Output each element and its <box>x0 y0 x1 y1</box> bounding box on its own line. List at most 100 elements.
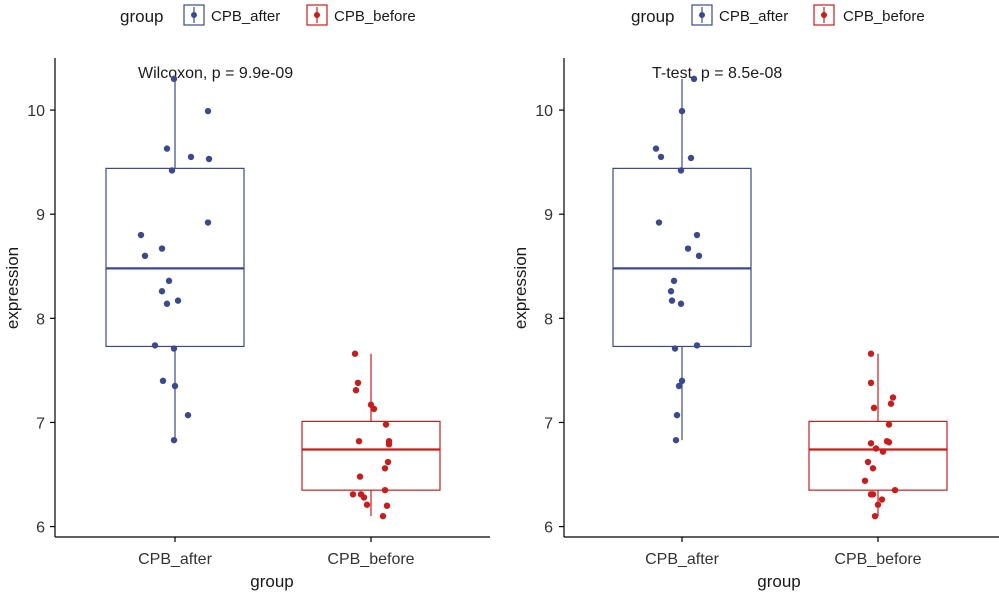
data-point <box>678 107 686 115</box>
legend-label-before: CPB_before <box>843 8 925 25</box>
data-point <box>684 245 692 252</box>
legend-label-after: CPB_after <box>719 8 788 25</box>
data-point <box>673 411 681 419</box>
y-tick-label: 6 <box>36 520 45 537</box>
data-point <box>158 245 166 252</box>
data-point <box>355 438 363 445</box>
data-point <box>657 153 665 161</box>
data-point <box>690 75 698 83</box>
y-tick-label: 6 <box>544 520 553 537</box>
data-point <box>158 288 166 295</box>
legend-key-before <box>306 4 328 26</box>
data-point <box>887 400 895 407</box>
data-point <box>352 386 360 394</box>
plot-area-right: 6 7 8 9 10 CPB_after CPB_before <box>535 58 999 568</box>
y-tick-label: 8 <box>544 311 553 328</box>
x-tick-label: CPB_after <box>645 551 719 568</box>
data-point <box>695 252 703 260</box>
data-point <box>693 342 701 349</box>
data-point <box>168 167 176 174</box>
data-point <box>205 155 213 163</box>
data-point <box>667 288 675 295</box>
data-point <box>171 382 179 390</box>
data-point <box>891 486 899 494</box>
data-point <box>885 421 893 428</box>
y-tick-label: 9 <box>36 207 45 224</box>
data-point <box>668 297 676 304</box>
data-point <box>354 379 362 387</box>
x-tick-label: CPB_before <box>327 551 414 568</box>
data-point <box>170 436 178 444</box>
data-point <box>867 440 875 447</box>
legend-left: group CPB_after CPB_before <box>120 4 416 26</box>
data-point <box>360 494 368 501</box>
legend-label-before: CPB_before <box>334 8 416 25</box>
data-point <box>163 300 171 307</box>
y-axis-title: expression <box>3 247 22 329</box>
legend-key-after <box>691 4 713 26</box>
data-point <box>678 377 686 385</box>
data-point <box>870 404 878 412</box>
data-point <box>871 512 879 520</box>
box-CPB_before <box>808 420 948 491</box>
data-point <box>872 445 880 452</box>
legend-title: group <box>120 7 163 26</box>
y-tick-label: 7 <box>36 415 45 432</box>
y-tick-label: 8 <box>36 311 45 328</box>
x-tick-label: CPB_after <box>138 551 212 568</box>
data-point <box>349 491 357 498</box>
y-tick-label: 7 <box>544 415 553 432</box>
data-point <box>677 300 685 307</box>
x-tick-label: CPB_before <box>834 551 921 568</box>
legend-key-before <box>813 4 835 26</box>
y-tick-label: 10 <box>27 103 45 120</box>
data-point <box>671 345 679 352</box>
data-point <box>174 297 182 304</box>
stat-annotation: T-test, p = 8.5e-08 <box>652 65 782 82</box>
data-point <box>356 473 364 480</box>
data-point <box>141 252 149 260</box>
data-point <box>170 75 178 83</box>
data-point <box>381 465 389 472</box>
y-axis-title: expression <box>511 247 530 329</box>
data-point <box>861 477 869 484</box>
data-point <box>655 219 663 226</box>
data-point <box>384 458 392 466</box>
data-point <box>652 145 660 152</box>
data-point <box>382 421 390 428</box>
x-axis-title: group <box>757 572 800 591</box>
data-point <box>869 465 877 472</box>
data-point <box>187 153 195 161</box>
data-point <box>351 350 359 357</box>
stat-annotation: Wilcoxon, p = 9.9e-09 <box>138 65 293 82</box>
data-point <box>687 154 695 162</box>
data-point <box>363 501 371 508</box>
data-point <box>677 167 685 174</box>
data-point <box>370 405 378 413</box>
legend-right: group CPB_after CPB_before <box>631 4 925 26</box>
legend-title: group <box>631 7 674 26</box>
data-point <box>137 231 145 239</box>
data-point <box>889 394 897 401</box>
data-point <box>672 436 680 444</box>
data-point <box>867 491 875 498</box>
data-point <box>675 382 683 390</box>
data-point <box>670 277 678 285</box>
legend-key-after <box>183 4 205 26</box>
data-point <box>204 107 212 115</box>
data-point <box>874 501 882 508</box>
box-CPB_after <box>612 167 752 348</box>
data-point <box>163 145 171 152</box>
y-tick-label: 9 <box>544 207 553 224</box>
data-point <box>159 377 167 385</box>
data-point <box>383 502 391 509</box>
data-point <box>204 219 212 226</box>
data-point <box>693 231 701 239</box>
panel-left: group CPB_after CPB_before Wilcoxon, p =… <box>3 4 490 591</box>
data-point <box>165 277 173 285</box>
data-point <box>879 448 887 455</box>
legend-label-after: CPB_after <box>211 8 280 25</box>
data-point <box>385 441 393 448</box>
data-point <box>867 379 875 387</box>
